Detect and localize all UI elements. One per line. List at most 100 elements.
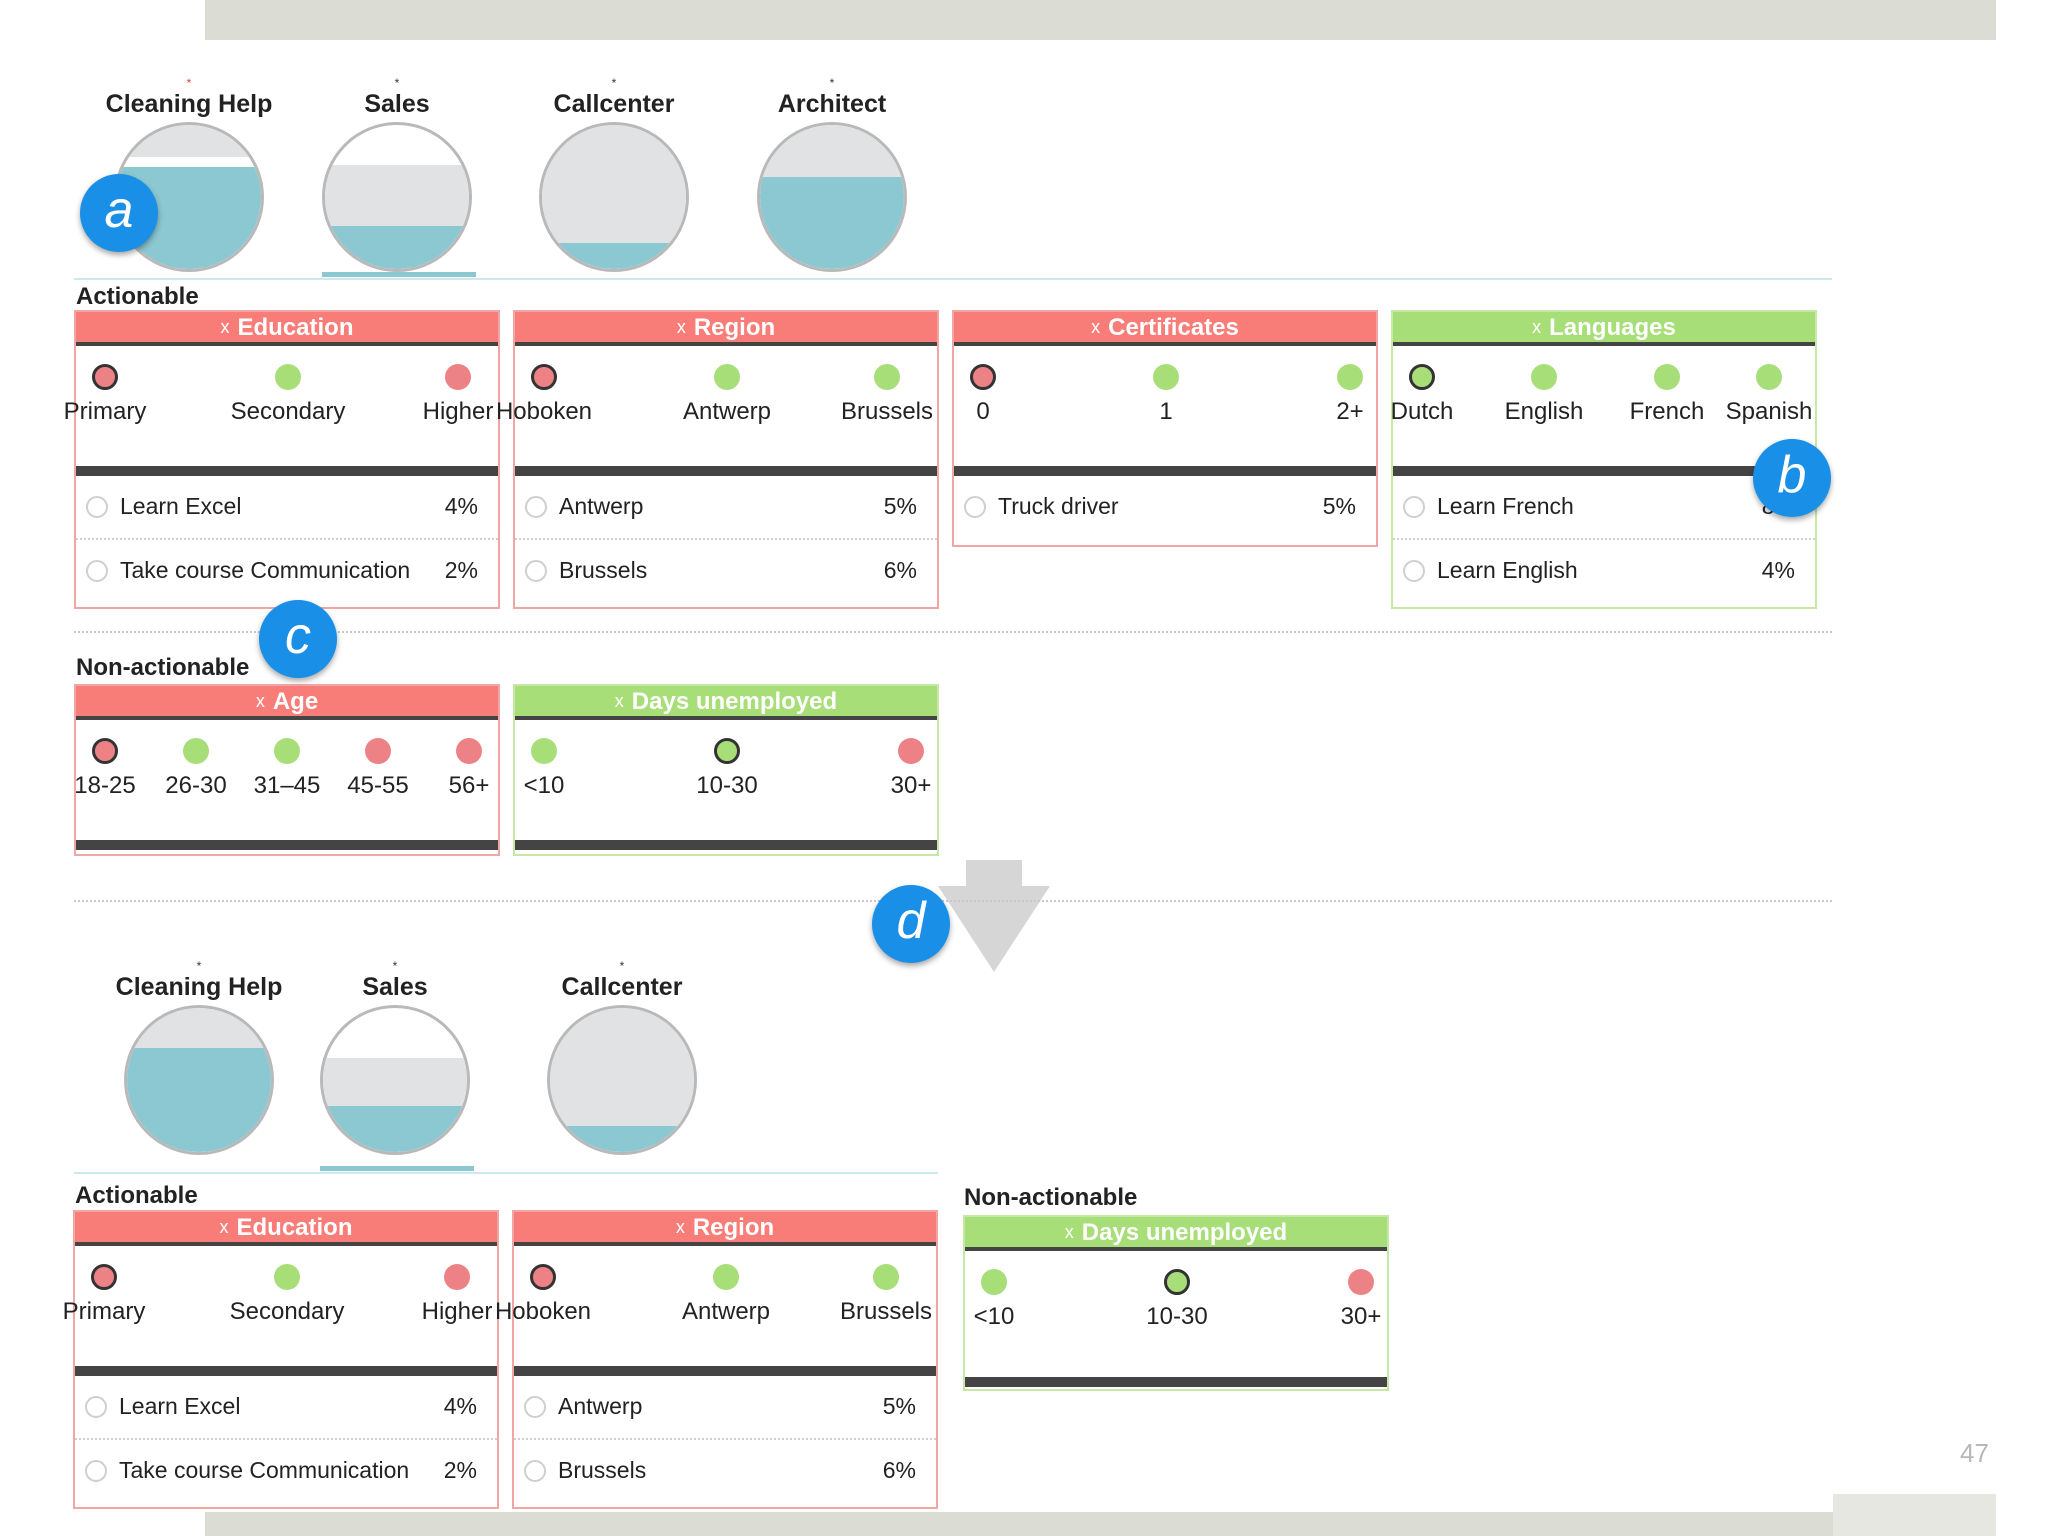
remove-filter-button[interactable]: x <box>675 1217 685 1237</box>
page-number: 47 <box>1960 1438 1989 1468</box>
option-secondary[interactable]: Secondary <box>228 364 348 426</box>
option-10-30[interactable]: 10-30 <box>1117 1269 1237 1331</box>
radio-button[interactable] <box>524 1460 546 1482</box>
suggestion-item[interactable]: Antwerp 5% <box>515 476 937 540</box>
job-mark: * <box>829 76 835 90</box>
option-spanish[interactable]: Spanish <box>1709 364 1829 426</box>
remove-filter-button[interactable]: x <box>255 691 265 711</box>
option-0[interactable]: 0 <box>923 364 1043 426</box>
option-under-10[interactable]: <10 <box>934 1269 1054 1331</box>
option-primary[interactable]: Primary <box>45 364 165 426</box>
remove-filter-button[interactable]: x <box>614 691 624 711</box>
radio-button[interactable] <box>85 1460 107 1482</box>
remove-filter-button[interactable]: x <box>676 317 686 337</box>
option-2-plus[interactable]: 2+ <box>1290 364 1410 426</box>
divider <box>74 278 1832 280</box>
option-1[interactable]: 1 <box>1106 364 1226 426</box>
radio-button[interactable] <box>525 560 547 582</box>
job-fill-circle <box>539 122 689 272</box>
option-higher[interactable]: Higher <box>398 364 518 426</box>
job-sales[interactable]: * Sales <box>295 960 495 1155</box>
option-26-30[interactable]: 26-30 <box>136 738 256 800</box>
job-architect[interactable]: * Architect <box>732 76 932 272</box>
job-mark: * <box>611 76 617 90</box>
non-actionable-label: Non-actionable <box>76 654 250 681</box>
radio-button[interactable] <box>964 496 986 518</box>
suggestion-item[interactable]: Brussels 6% <box>514 1440 936 1502</box>
radio-button[interactable] <box>525 496 547 518</box>
job-callcenter[interactable]: * Callcenter <box>522 960 722 1155</box>
suggestion-item[interactable]: Learn English 4% <box>1393 540 1815 602</box>
option-hoboken[interactable]: Hoboken <box>484 364 604 426</box>
remove-filter-button[interactable]: x <box>1064 1222 1074 1242</box>
option-primary[interactable]: Primary <box>44 1264 164 1326</box>
actionable-label: Actionable <box>76 283 199 310</box>
suggestion-item[interactable]: Antwerp 5% <box>514 1376 936 1440</box>
job-title: Sales <box>362 973 428 1001</box>
option-45-55[interactable]: 45-55 <box>318 738 438 800</box>
job-title: Callcenter <box>561 973 683 1001</box>
annotation-badge-b: b <box>1753 439 1831 517</box>
option-brussels[interactable]: Brussels <box>826 1264 946 1326</box>
remove-filter-button[interactable]: x <box>219 1217 229 1237</box>
slide-bottom-bar <box>205 1512 1833 1536</box>
remove-filter-button[interactable]: x <box>1532 317 1542 337</box>
radio-button[interactable] <box>85 1396 107 1418</box>
dotted-divider <box>74 900 1832 902</box>
option-30-plus[interactable]: 30+ <box>851 738 971 800</box>
job-mark: * <box>394 76 400 90</box>
radio-button[interactable] <box>86 560 108 582</box>
option-18-25[interactable]: 18-25 <box>45 738 165 800</box>
age-panel: x Age 18-25 26-30 31–45 45-55 56+ <box>74 684 500 856</box>
slide-bottom-bar-accent <box>1833 1494 1996 1536</box>
suggestion-item[interactable]: Take course Communication 2% <box>75 1440 497 1502</box>
panel-title: Days unemployed <box>631 688 838 715</box>
education-header: x Education <box>76 312 498 346</box>
panel-title: Region <box>693 314 776 341</box>
option-hoboken[interactable]: Hoboken <box>483 1264 603 1326</box>
option-10-30[interactable]: 10-30 <box>667 738 787 800</box>
job-fill-circle <box>322 122 472 272</box>
selected-job-indicator <box>320 1166 474 1171</box>
panel-title: Days unemployed <box>1081 1219 1288 1246</box>
radio-button[interactable] <box>524 1396 546 1418</box>
panel-title: Education <box>236 1214 353 1241</box>
option-56-plus[interactable]: 56+ <box>409 738 529 800</box>
suggestion-item[interactable]: Truck driver 5% <box>954 476 1376 538</box>
option-31-45[interactable]: 31–45 <box>227 738 347 800</box>
down-arrow-icon <box>938 860 1050 972</box>
suggestion-item[interactable]: Learn Excel 4% <box>76 476 498 540</box>
suggestion-item[interactable]: Learn French8% <box>1393 476 1815 540</box>
slide-top-bar <box>205 0 1996 40</box>
remove-filter-button[interactable]: x <box>220 317 230 337</box>
option-brussels[interactable]: Brussels <box>827 364 947 426</box>
option-dutch[interactable]: Dutch <box>1362 364 1482 426</box>
option-antwerp[interactable]: Antwerp <box>667 364 787 426</box>
job-fill-circle <box>124 1005 274 1155</box>
actionable-label: Actionable <box>75 1182 198 1209</box>
radio-button[interactable] <box>86 496 108 518</box>
option-antwerp[interactable]: Antwerp <box>666 1264 786 1326</box>
remove-filter-button[interactable]: x <box>1091 317 1101 337</box>
option-secondary[interactable]: Secondary <box>227 1264 347 1326</box>
radio-button[interactable] <box>1403 560 1425 582</box>
panel-title: Education <box>237 314 354 341</box>
suggestion-item[interactable]: Brussels 6% <box>515 540 937 602</box>
certificates-panel: x Certificates 0 1 2+ Truck driver 5% <box>952 310 1378 547</box>
education-panel: x Education Primary Secondary Higher Lear… <box>63 1210 499 1509</box>
option-english[interactable]: English <box>1484 364 1604 426</box>
job-fill-circle <box>320 1005 470 1155</box>
suggestion-item[interactable]: Learn Excel 4% <box>75 1376 497 1440</box>
option-higher[interactable]: Higher <box>397 1264 517 1326</box>
job-sales[interactable]: * Sales <box>297 76 497 272</box>
job-cleaning-help[interactable]: * Cleaning Help <box>99 960 299 1155</box>
option-under-10[interactable]: <10 <box>484 738 604 800</box>
job-fill-circle <box>547 1005 697 1155</box>
option-french[interactable]: French <box>1607 364 1727 426</box>
radio-button[interactable] <box>1403 496 1425 518</box>
suggestion-item[interactable]: Take course Communication 2% <box>76 540 498 602</box>
region-panel: x Region Hoboken Antwerp Brussels Antwerp… <box>495 1210 938 1509</box>
panel-title: Region <box>692 1214 775 1241</box>
option-30-plus[interactable]: 30+ <box>1301 1269 1421 1331</box>
job-callcenter[interactable]: * Callcenter <box>514 76 714 272</box>
